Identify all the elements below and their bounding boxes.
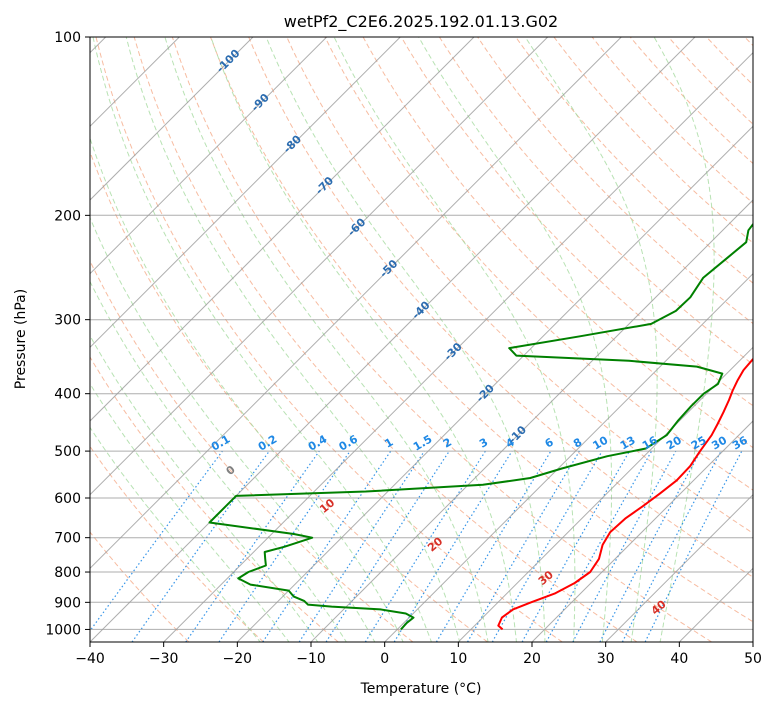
mixing-ratio-line	[298, 450, 425, 642]
dry-adiabat-line	[324, 37, 753, 491]
mixing-ratio-line	[644, 450, 743, 642]
moist-adiabat-line	[92, 37, 432, 642]
temperature-profile-line	[497, 357, 753, 631]
moist-adiabat-line	[653, 37, 715, 642]
moist-adiabat-line	[210, 37, 518, 642]
moist-adiabat-line	[333, 37, 576, 642]
isotherm-line	[90, 37, 254, 201]
x-tick-label: 50	[744, 651, 762, 667]
mixing-ratio-line	[185, 450, 320, 642]
y-tick-label: 100	[54, 30, 81, 46]
isotherm-line	[90, 37, 475, 422]
x-axis-label: Temperature (°C)	[360, 681, 482, 697]
x-tick-label: −40	[75, 651, 105, 667]
y-tick-label: 500	[54, 444, 81, 460]
dry-adiabat-line	[95, 37, 563, 642]
dry-adiabat-line	[90, 445, 264, 642]
y-tick-label: 600	[54, 491, 81, 507]
axis-ticks: −40 −30 −20 −10 0 10 20 30 40 50 100 200 300 400 500 60…	[45, 30, 762, 667]
isotherm-line	[90, 37, 622, 570]
moist-adiabat-line	[90, 334, 319, 642]
mixing-ratio-line	[325, 450, 450, 642]
y-tick-label: 700	[54, 531, 81, 547]
isotherm-line	[90, 37, 549, 496]
plot-grid	[90, 37, 753, 642]
dry-adiabat-line	[90, 531, 190, 642]
mixing-ratio-line	[262, 450, 392, 642]
mixing-ratio-line	[393, 450, 513, 642]
dry-adiabat-line	[90, 356, 339, 642]
x-tick-label: 30	[597, 651, 615, 667]
y-tick-label: 200	[54, 208, 81, 224]
x-tick-label: 40	[670, 651, 688, 667]
moist-adiabat-line	[90, 136, 404, 642]
dry-adiabat-line	[210, 37, 753, 623]
dry-adiabat-line	[400, 37, 753, 407]
x-tick-label: 0	[380, 651, 389, 667]
isotherm-line	[163, 51, 753, 642]
plot-series	[208, 222, 753, 631]
moist-adiabat-line	[265, 37, 546, 642]
dry-adiabat-line	[133, 37, 638, 642]
moist-adiabat-line	[524, 37, 658, 642]
x-tick-label: −10	[296, 651, 326, 667]
moist-adiabat-line	[90, 382, 290, 642]
chart-title: wetPf2_C2E6.2025.192.01.13.G02	[284, 12, 558, 32]
isotherm-line	[531, 420, 753, 642]
x-tick-label: 20	[523, 651, 541, 667]
isotherm-line	[90, 37, 401, 349]
isotherm-line	[605, 493, 753, 642]
x-tick-label: 10	[449, 651, 467, 667]
isotherm-line	[90, 37, 328, 275]
y-tick-label: 1000	[45, 622, 81, 638]
x-tick-label: −20	[223, 651, 253, 667]
y-tick-label: 800	[54, 565, 81, 581]
mixing-ratio-line	[545, 450, 653, 642]
isotherm-line	[236, 125, 753, 642]
y-tick-label: 300	[54, 313, 81, 329]
dewpoint-profile-line	[208, 222, 753, 631]
mixing-ratio-line	[90, 450, 223, 632]
moist-adiabat-line	[164, 37, 489, 642]
moist-adiabat-line	[90, 426, 261, 642]
y-axis-label: Pressure (hPa)	[13, 289, 29, 389]
mixing-ratio-line	[572, 450, 677, 642]
y-tick-label: 400	[54, 387, 81, 403]
isotherm-line	[90, 37, 696, 642]
plot-frame	[89, 36, 754, 643]
moist-adiabat-line	[125, 37, 461, 642]
y-tick-label: 900	[54, 595, 81, 611]
dry-adiabat-line	[515, 37, 753, 284]
dry-adiabat-line	[90, 150, 488, 642]
mixing-ratio-line	[218, 450, 351, 642]
x-tick-label: −30	[149, 651, 179, 667]
isotherm-line	[310, 199, 753, 642]
dry-adiabat-line	[248, 37, 753, 578]
isotherm-line	[384, 272, 753, 642]
dry-adiabat-line	[171, 37, 712, 642]
mixing-ratio-line	[521, 450, 631, 642]
moist-adiabat-line	[90, 216, 376, 642]
mixing-ratio-line	[131, 450, 270, 642]
isotherm-line	[457, 346, 753, 642]
dry-adiabat-line	[438, 37, 753, 366]
